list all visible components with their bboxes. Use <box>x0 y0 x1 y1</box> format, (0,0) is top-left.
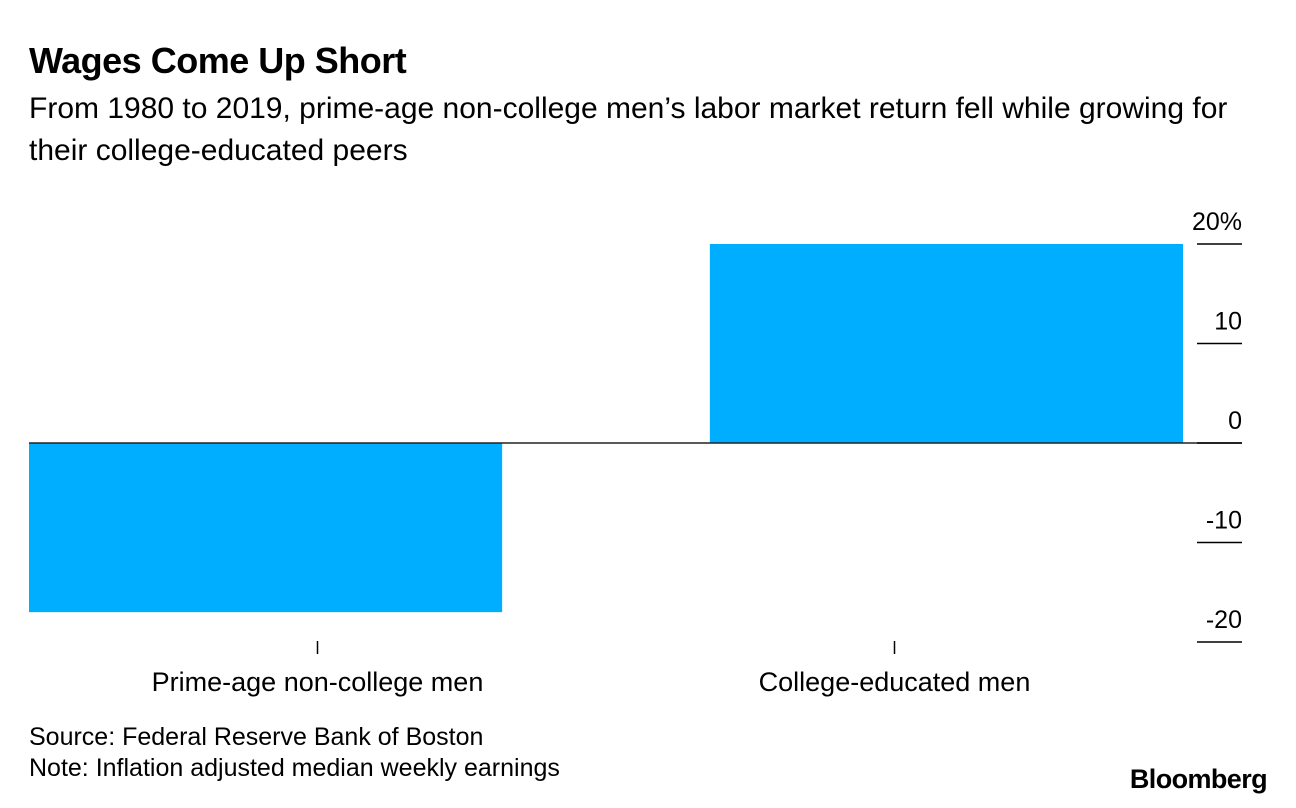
x-category-label: Prime-age non-college men <box>152 667 484 697</box>
source-note: Source: Federal Reserve Bank of Boston <box>29 723 484 751</box>
y-tick-label: 20% <box>1192 208 1242 236</box>
y-tick-label: -20 <box>1206 606 1242 634</box>
bar-1 <box>29 443 503 613</box>
data-note: Note: Inflation adjusted median weekly e… <box>29 754 560 782</box>
bloomberg-logo: Bloomberg <box>1129 764 1268 794</box>
chart-footer: Source: Federal Reserve Bank of Boston N… <box>29 722 560 784</box>
y-tick-label: 10 <box>1214 308 1242 336</box>
y-tick-label: -10 <box>1206 507 1242 535</box>
y-tick-label: 0 <box>1228 407 1242 435</box>
chart-subtitle: From 1980 to 2019, prime-age non-college… <box>29 92 1228 167</box>
x-category-label: College-educated men <box>759 667 1031 697</box>
bar-2 <box>709 244 1183 443</box>
chart-title: Wages Come Up Short <box>29 40 407 81</box>
